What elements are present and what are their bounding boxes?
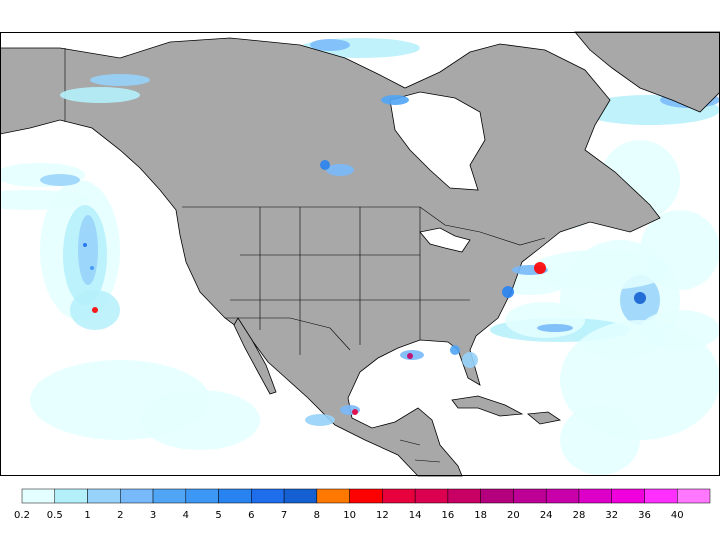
- land-hispaniola: [527, 411, 562, 425]
- colorbar-label: 20: [507, 510, 520, 521]
- colorbar-label: 0.2: [14, 510, 30, 521]
- precip-area: [140, 390, 260, 450]
- colorbar-swatch: [480, 488, 514, 504]
- precip-area: [305, 414, 335, 426]
- colorbar-label: 16: [442, 510, 455, 521]
- colorbar-swatch: [676, 488, 711, 504]
- precip-area: [560, 405, 640, 475]
- colorbar-label: 7: [281, 510, 287, 521]
- precip-area: [505, 302, 585, 338]
- colorbar-label: 28: [573, 510, 586, 521]
- colorbar-swatch: [578, 488, 612, 504]
- great-lakes: [419, 227, 471, 253]
- colorbar-label: 2: [117, 510, 123, 521]
- precip-area: [537, 324, 573, 332]
- colorbar-swatch: [152, 488, 187, 504]
- colorbar-label: 18: [474, 510, 487, 521]
- precip-area: [450, 345, 460, 355]
- colorbar-label: 1: [84, 510, 90, 521]
- colorbar-swatch: [251, 488, 285, 504]
- precip-area: [381, 95, 409, 105]
- colorbar-swatch: [120, 488, 154, 504]
- precip-area: [90, 74, 150, 86]
- colorbar-swatch: [644, 488, 678, 504]
- precip-area: [83, 243, 87, 247]
- colorbar-swatch: [414, 488, 449, 504]
- colorbar-swatch: [218, 488, 252, 504]
- colorbar-label: 6: [248, 510, 254, 521]
- colorbar-swatch: [611, 488, 645, 504]
- colorbar-swatch: [545, 488, 580, 504]
- precip-area: [40, 174, 80, 186]
- colorbar-label: 8: [314, 510, 320, 521]
- precip-area: [634, 292, 646, 304]
- precip-area: [92, 307, 98, 313]
- precip-area: [60, 87, 140, 103]
- colorbar-label: 3: [150, 510, 156, 521]
- colorbar-label: 10: [343, 510, 356, 521]
- precip-area: [462, 352, 478, 368]
- colorbar-label: 12: [376, 510, 389, 521]
- political-borders: [64, 48, 546, 463]
- precip-area: [352, 409, 358, 415]
- precip-area: [310, 39, 350, 51]
- precip-area: [0, 190, 90, 210]
- colorbar-swatch: [87, 488, 121, 504]
- colorbar-swatch: [283, 488, 318, 504]
- colorbar-swatch: [382, 488, 416, 504]
- precip-area: [90, 266, 94, 270]
- hudson-bay: [389, 91, 486, 191]
- precip-area: [640, 310, 720, 350]
- colorbar: 0.2 0.5 1 2 3 4 5 6 7 8 10 12 14 16 18 20 24 28 32 36 40: [14, 488, 711, 521]
- map-area: [0, 31, 720, 477]
- precip-area: [320, 160, 330, 170]
- colorbar-swatch: [21, 488, 56, 504]
- land-baja: [233, 317, 277, 395]
- precip-area: [326, 164, 354, 176]
- land-cuba: [451, 395, 524, 417]
- colorbar-swatch: [54, 488, 88, 504]
- colorbar-label: 14: [409, 510, 422, 521]
- colorbar-label: 24: [540, 510, 553, 521]
- colorbar-swatch: [349, 488, 383, 504]
- precip-area: [78, 215, 98, 285]
- precip-area: [407, 353, 413, 359]
- colorbar-label: 36: [638, 510, 651, 521]
- colorbar-swatch: [447, 488, 481, 504]
- colorbar-swatch: [513, 488, 547, 504]
- precip-area: [502, 286, 514, 298]
- colorbar-swatch: [185, 488, 219, 504]
- colorbar-label: 32: [605, 510, 618, 521]
- precip-area: [640, 210, 720, 290]
- colorbar-label: 5: [215, 510, 221, 521]
- precip-highlights: [60, 74, 646, 426]
- colorbar-label: 0.5: [47, 510, 63, 521]
- precip-area: [534, 262, 546, 274]
- colorbar-label: 4: [183, 510, 189, 521]
- land-greenland: [574, 31, 720, 113]
- colorbar-swatch: [316, 488, 350, 504]
- colorbar-label: 40: [671, 510, 684, 521]
